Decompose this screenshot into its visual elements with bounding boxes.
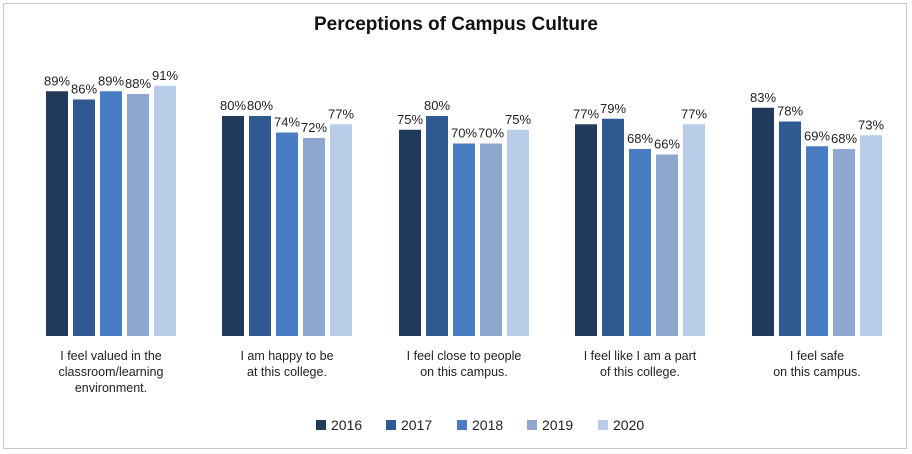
bar-2017-cat5 xyxy=(779,121,801,336)
category-label: I feel like I am a part of this college. xyxy=(584,349,697,379)
data-label: 73% xyxy=(858,117,884,132)
bar-2020-cat1 xyxy=(154,85,176,336)
legend-label-2017: 2017 xyxy=(401,417,432,433)
bar-2016-cat3 xyxy=(399,129,421,336)
legend-label-2016: 2016 xyxy=(331,417,362,433)
data-label: 75% xyxy=(505,112,531,127)
category-label: I am happy to be at this college. xyxy=(240,349,333,379)
bar-2019-cat1 xyxy=(127,94,149,336)
bar-2016-cat1 xyxy=(46,91,68,336)
bar-2020-cat2 xyxy=(330,124,352,336)
category-label: I feel valued in the classroom/learning en… xyxy=(59,349,164,395)
category-label: I feel close to people on this campus. xyxy=(407,349,522,379)
legend-swatch-2019 xyxy=(527,420,537,430)
data-label: 72% xyxy=(301,120,327,135)
data-label: 79% xyxy=(600,101,626,116)
chart-title: Perceptions of Campus Culture xyxy=(314,14,598,35)
bar-2017-cat4 xyxy=(602,118,624,336)
bar-2020-cat3 xyxy=(507,129,529,336)
data-label: 80% xyxy=(247,98,273,113)
bar-2018-cat1 xyxy=(100,91,122,336)
data-label: 89% xyxy=(98,73,124,88)
category-label: I feel safe on this campus. xyxy=(773,349,861,379)
bar-2019-cat4 xyxy=(656,154,678,336)
data-label: 68% xyxy=(627,131,653,146)
legend-swatch-2018 xyxy=(457,420,467,430)
bar-2020-cat4 xyxy=(683,124,705,336)
legend-swatch-2017 xyxy=(386,420,396,430)
legend-swatch-2020 xyxy=(598,420,608,430)
data-label: 88% xyxy=(125,76,151,91)
data-label: 69% xyxy=(804,128,830,143)
data-label: 80% xyxy=(424,98,450,113)
data-label: 70% xyxy=(478,126,504,141)
data-label: 80% xyxy=(220,98,246,113)
data-label: 66% xyxy=(654,137,680,152)
data-label: 83% xyxy=(750,90,776,105)
bar-2018-cat2 xyxy=(276,132,298,336)
bar-2016-cat4 xyxy=(575,124,597,336)
legend-swatch-2016 xyxy=(316,420,326,430)
data-label: 89% xyxy=(44,73,70,88)
data-label: 78% xyxy=(777,104,803,119)
data-label: 77% xyxy=(573,106,599,121)
legend-label-2018: 2018 xyxy=(472,417,503,433)
data-label: 77% xyxy=(328,106,354,121)
data-label: 75% xyxy=(397,112,423,127)
bar-2018-cat3 xyxy=(453,143,475,336)
bar-2017-cat2 xyxy=(249,116,271,336)
bar-2020-cat5 xyxy=(860,135,882,336)
bar-2019-cat5 xyxy=(833,149,855,336)
bar-2017-cat3 xyxy=(426,116,448,336)
bar-2017-cat1 xyxy=(73,99,95,336)
bar-2016-cat2 xyxy=(222,116,244,336)
bar-2019-cat2 xyxy=(303,138,325,336)
data-label: 68% xyxy=(831,131,857,146)
data-label: 74% xyxy=(274,115,300,130)
data-label: 77% xyxy=(681,106,707,121)
bar-2018-cat5 xyxy=(806,146,828,336)
legend-label-2020: 2020 xyxy=(613,417,644,433)
bar-2019-cat3 xyxy=(480,143,502,336)
data-label: 70% xyxy=(451,126,477,141)
data-label: 91% xyxy=(152,68,178,83)
data-label: 86% xyxy=(71,82,97,97)
bar-2016-cat5 xyxy=(752,107,774,336)
legend-label-2019: 2019 xyxy=(542,417,573,433)
bar-2018-cat4 xyxy=(629,149,651,336)
